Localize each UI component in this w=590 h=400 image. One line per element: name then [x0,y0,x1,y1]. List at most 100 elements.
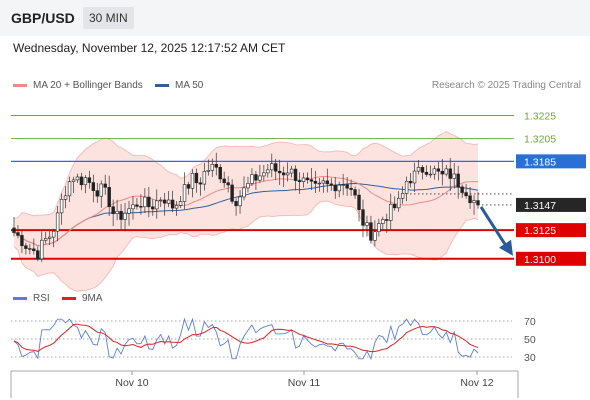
candle [258,164,262,183]
candle [456,165,460,199]
candle [357,188,361,222]
last-price-tag [516,197,586,212]
candle [476,192,480,209]
candle-body [404,180,409,194]
candle-body [170,199,175,209]
candle [341,173,345,196]
candle-body [163,199,167,204]
candle [436,162,441,181]
rsi-tick-label-0: 70 [524,316,536,328]
candle-body [452,173,456,179]
candle [448,157,452,192]
candle-body [416,167,421,172]
pair-title: GBP/USD [11,10,75,26]
bollinger-upper-line [13,131,479,220]
candle-body [424,171,429,175]
candle [452,162,456,189]
candle-body [400,193,405,199]
candle-body [420,167,425,173]
candle [182,172,187,210]
candle-body [289,168,294,174]
candle [250,168,254,187]
candle [428,165,433,178]
candle-body [40,239,44,260]
candle [321,177,326,193]
candle-body [135,204,139,207]
candle-body [107,187,111,207]
candle [210,158,214,177]
candle-body [262,172,266,177]
candle-body [190,172,195,189]
candle-body [266,169,270,174]
candle-body [226,182,230,186]
candle-body [341,184,345,186]
candle-body [393,203,397,209]
candle [329,178,333,191]
candle [40,231,44,263]
candle [32,238,36,255]
candle [289,165,294,178]
candle [166,190,171,208]
candle [198,177,203,196]
candle [44,232,48,244]
candle-body [301,177,306,183]
legend-ma20-label: MA 20 + Bollinger Bands [33,80,143,91]
candle-body [396,197,401,209]
candle [412,162,417,193]
candle [218,164,222,183]
candle [20,230,24,254]
candle-body [79,176,84,186]
x-tick-label-1: Nov 11 [288,377,321,389]
level-label-support-4: 1.3125 [524,225,556,237]
candle-body [412,170,417,184]
candle-body [353,189,357,196]
candle [79,172,84,191]
candle-body [20,235,24,247]
candle [337,181,341,198]
candle-body [95,190,99,197]
candle [313,170,318,193]
candle [440,159,445,186]
credit-text: Research © 2025 Trading Central [431,80,581,91]
legend-9ma: 9MA [62,293,103,304]
rsi-tick-label-1: 50 [524,334,536,346]
candle [67,176,72,202]
candle-body [309,179,314,182]
candle [420,165,425,180]
candle [270,153,274,178]
rsi-swatch [13,297,27,300]
level-label-target-1: 1.3205 [524,133,556,145]
candle [99,180,103,208]
candle-body [222,178,226,184]
candle-body [274,163,278,172]
candle-body [464,192,468,197]
candle [178,195,183,208]
candle-body [285,172,290,176]
timeframe-button[interactable]: 30 MIN [83,7,134,29]
candle [361,199,365,238]
candle [238,189,242,214]
candle [63,186,68,209]
candle-body [87,177,92,183]
candle-body [36,250,40,260]
candle-body [103,183,107,188]
candle [404,176,409,202]
level-tag-support-4 [516,223,586,238]
ma9-swatch [62,297,76,300]
candle [28,243,32,255]
candle [36,246,40,262]
forecast-arrow-shaft [479,206,508,247]
candle-body [194,172,199,184]
candle [309,167,314,190]
candle-body [293,168,298,181]
candle-body [67,181,72,197]
candle-body [147,196,151,208]
candle [190,169,195,198]
candle-body [468,195,472,204]
candle-body [51,230,56,238]
candle [472,195,476,215]
legend-rsi: RSI [13,293,50,304]
candle [281,166,286,187]
candle-body [365,222,369,226]
candle-body [44,238,48,241]
